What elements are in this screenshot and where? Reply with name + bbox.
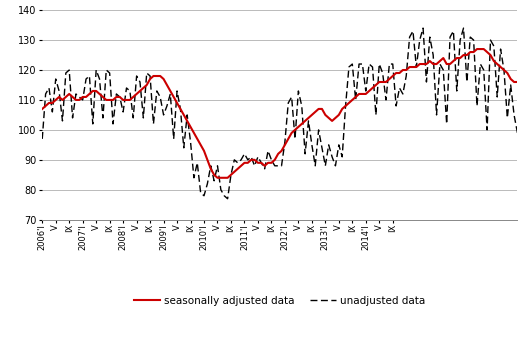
seasonally adjusted data (464, 53, 470, 57)
Legend: seasonally adjusted data, unadjusted data: seasonally adjusted data, unadjusted dat… (130, 292, 430, 310)
unadjusted data (39, 137, 45, 141)
unadjusted data (467, 35, 474, 39)
unadjusted data (224, 197, 231, 201)
unadjusted data (353, 98, 359, 102)
seasonally adjusted data (292, 128, 298, 132)
seasonally adjusted data (353, 95, 359, 99)
unadjusted data (184, 113, 190, 117)
unadjusted data (342, 104, 348, 108)
seasonally adjusted data (342, 104, 348, 108)
unadjusted data (420, 26, 426, 30)
Line: unadjusted data: unadjusted data (42, 28, 517, 199)
seasonally adjusted data (271, 158, 278, 162)
seasonally adjusted data (474, 47, 480, 51)
seasonally adjusted data (214, 176, 221, 180)
unadjusted data (271, 164, 278, 168)
unadjusted data (292, 137, 298, 141)
unadjusted data (514, 131, 521, 135)
Line: seasonally adjusted data: seasonally adjusted data (42, 49, 517, 178)
seasonally adjusted data (514, 80, 521, 84)
seasonally adjusted data (184, 119, 190, 123)
seasonally adjusted data (39, 107, 45, 111)
